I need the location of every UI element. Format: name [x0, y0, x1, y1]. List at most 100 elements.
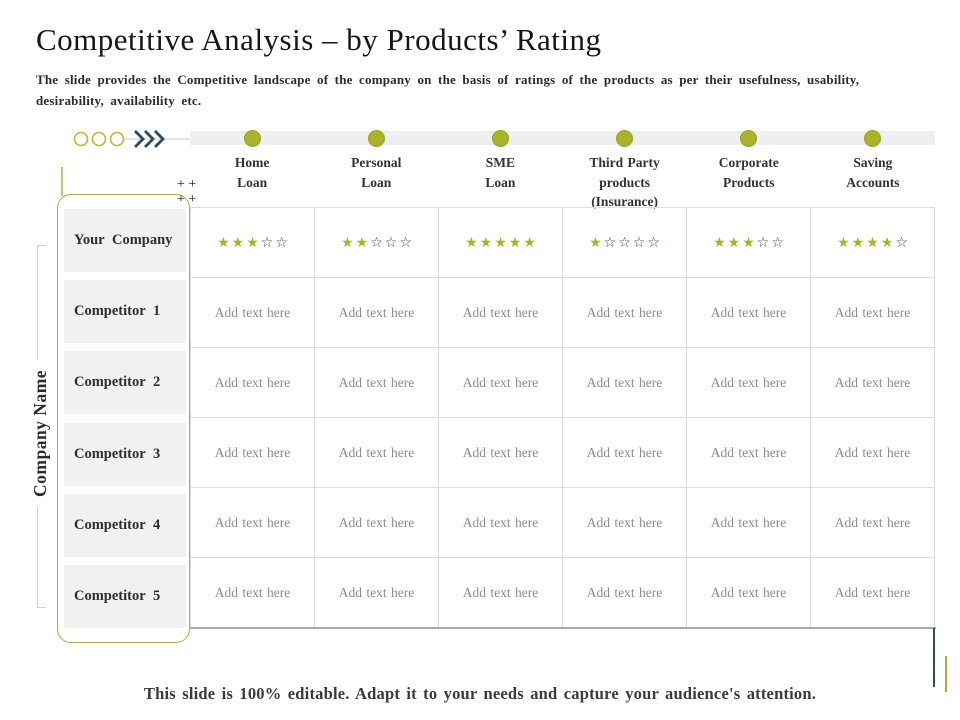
row-label: Competitor 5 [64, 564, 186, 628]
company-name-label: Company Name [30, 359, 51, 507]
rating-cell[interactable]: ★ ★ ★ ★ ★ [439, 208, 563, 278]
rating-cell[interactable]: ★ ★ ☆ ☆ ☆ [315, 208, 439, 278]
placeholder-cell[interactable]: Add text here [687, 558, 811, 628]
placeholder-cell[interactable]: Add text here [439, 348, 563, 418]
plus-marks: + + + + [177, 177, 197, 207]
table-bottom-line [189, 627, 936, 629]
placeholder-cell[interactable]: Add text here [315, 348, 439, 418]
column-header: SME Loan [485, 155, 516, 190]
placeholder-cell[interactable]: Add text here [811, 558, 935, 628]
placeholder-cell[interactable]: Add text here [191, 348, 315, 418]
star-empty-icon: ☆ [895, 234, 908, 251]
placeholder-cell[interactable]: Add text here [563, 278, 687, 348]
placeholder-cell[interactable]: Add text here [191, 418, 315, 488]
row-label: Your Company [64, 209, 186, 272]
rating-cell[interactable]: ★ ☆ ☆ ☆ ☆ [563, 208, 687, 278]
column-header: Home Loan [234, 155, 270, 190]
frame-stub-line [61, 167, 63, 196]
timeline-dot-icon [243, 129, 261, 147]
bracket-tick-bottom [37, 607, 46, 608]
timeline-dot-cell [438, 129, 562, 147]
star-filled-icon: ★ [866, 234, 879, 251]
timeline-dot-icon [864, 129, 882, 147]
slide-subtitle: The slide provides the Competitive lands… [36, 72, 860, 108]
placeholder-cell[interactable]: Add text here [439, 418, 563, 488]
timeline-dot-cell [811, 129, 935, 147]
star-filled-icon: ★ [494, 234, 507, 251]
timeline-dot-cell [687, 129, 811, 147]
star-filled-icon: ★ [231, 234, 245, 251]
timeline-dots [190, 129, 935, 147]
timeline-dot-cell [314, 129, 438, 147]
placeholder-cell[interactable]: Add text here [439, 278, 563, 348]
placeholder-cell[interactable]: Add text here [315, 558, 439, 628]
star-empty-icon: ☆ [260, 234, 274, 251]
row-labels-column: Your Company Competitor 1 Competitor 2 Comp… [64, 209, 186, 628]
star-empty-icon: ☆ [756, 234, 770, 251]
footer-note: This slide is 100% editable. Adapt it to… [143, 684, 817, 703]
placeholder-cell[interactable]: Add text here [439, 558, 563, 628]
star-empty-icon: ☆ [618, 234, 631, 251]
star-filled-icon: ★ [713, 234, 726, 251]
placeholder-cell[interactable]: Add text here [687, 488, 811, 558]
column-header: Personal Loan [351, 155, 402, 190]
timeline-dot-cell [562, 129, 686, 147]
placeholder-cell[interactable]: Add text here [687, 418, 811, 488]
company-frame [57, 194, 190, 643]
timeline-dot-icon [616, 129, 634, 147]
placeholder-cell[interactable]: Add text here [687, 278, 811, 348]
timeline-dot-cell [190, 129, 314, 147]
placeholder-cell[interactable]: Add text here [315, 418, 439, 488]
placeholder-cell[interactable]: Add text here [439, 488, 563, 558]
corner-accent-navy [933, 628, 935, 687]
star-empty-icon: ☆ [399, 234, 412, 251]
row-label: Competitor 3 [64, 422, 186, 486]
corner-accent-olive [945, 656, 947, 692]
placeholder-cell[interactable]: Add text here [811, 348, 935, 418]
rating-cell[interactable]: ★ ★ ★ ☆ ☆ [687, 208, 811, 278]
star-empty-icon: ☆ [275, 234, 288, 251]
star-filled-icon: ★ [508, 234, 522, 251]
row-label: Competitor 1 [64, 280, 186, 344]
star-empty-icon: ☆ [632, 234, 646, 251]
slide-title: Competitive Analysis – by Products’ Rati… [36, 22, 602, 57]
placeholder-cell[interactable]: Add text here [191, 278, 315, 348]
placeholder-cell[interactable]: Add text here [315, 488, 439, 558]
star-filled-icon: ★ [742, 234, 755, 251]
placeholder-cell[interactable]: Add text here [563, 488, 687, 558]
star-empty-icon: ☆ [370, 234, 383, 251]
star-filled-icon: ★ [523, 234, 536, 251]
star-filled-icon: ★ [355, 234, 369, 251]
row-label: Competitor 4 [64, 493, 186, 557]
progress-circles-icon [73, 131, 125, 147]
timeline-dot-icon [367, 129, 385, 147]
star-filled-icon: ★ [851, 234, 865, 251]
rating-cell[interactable]: ★ ★ ★ ☆ ☆ [191, 208, 315, 278]
placeholder-cell[interactable]: Add text here [563, 558, 687, 628]
star-empty-icon: ☆ [647, 234, 660, 251]
timeline-dot-icon [740, 129, 758, 147]
bracket-tick-top [37, 245, 46, 246]
placeholder-cell[interactable]: Add text here [811, 488, 935, 558]
placeholder-cell[interactable]: Add text here [315, 278, 439, 348]
star-filled-icon: ★ [479, 234, 493, 251]
placeholder-cell[interactable]: Add text here [687, 348, 811, 418]
star-empty-icon: ☆ [384, 234, 398, 251]
placeholder-cell[interactable]: Add text here [563, 418, 687, 488]
placeholder-cell[interactable]: Add text here [811, 278, 935, 348]
star-filled-icon: ★ [341, 234, 354, 251]
placeholder-cell[interactable]: Add text here [563, 348, 687, 418]
column-header: Third Party products (Insurance) [589, 155, 660, 210]
placeholder-cell[interactable]: Add text here [191, 488, 315, 558]
placeholder-cell[interactable]: Add text here [191, 558, 315, 628]
rating-cell[interactable]: ★ ★ ★ ★ ☆ [811, 208, 935, 278]
column-header: Saving Accounts [846, 155, 900, 190]
placeholder-cell[interactable]: Add text here [811, 418, 935, 488]
star-empty-icon: ☆ [603, 234, 617, 251]
star-filled-icon: ★ [217, 234, 230, 251]
star-filled-icon: ★ [727, 234, 741, 251]
row-label: Competitor 2 [64, 351, 186, 415]
star-filled-icon: ★ [589, 234, 602, 251]
column-headers: Home Loan Personal Loan SME Loan Third Part… [190, 153, 935, 212]
